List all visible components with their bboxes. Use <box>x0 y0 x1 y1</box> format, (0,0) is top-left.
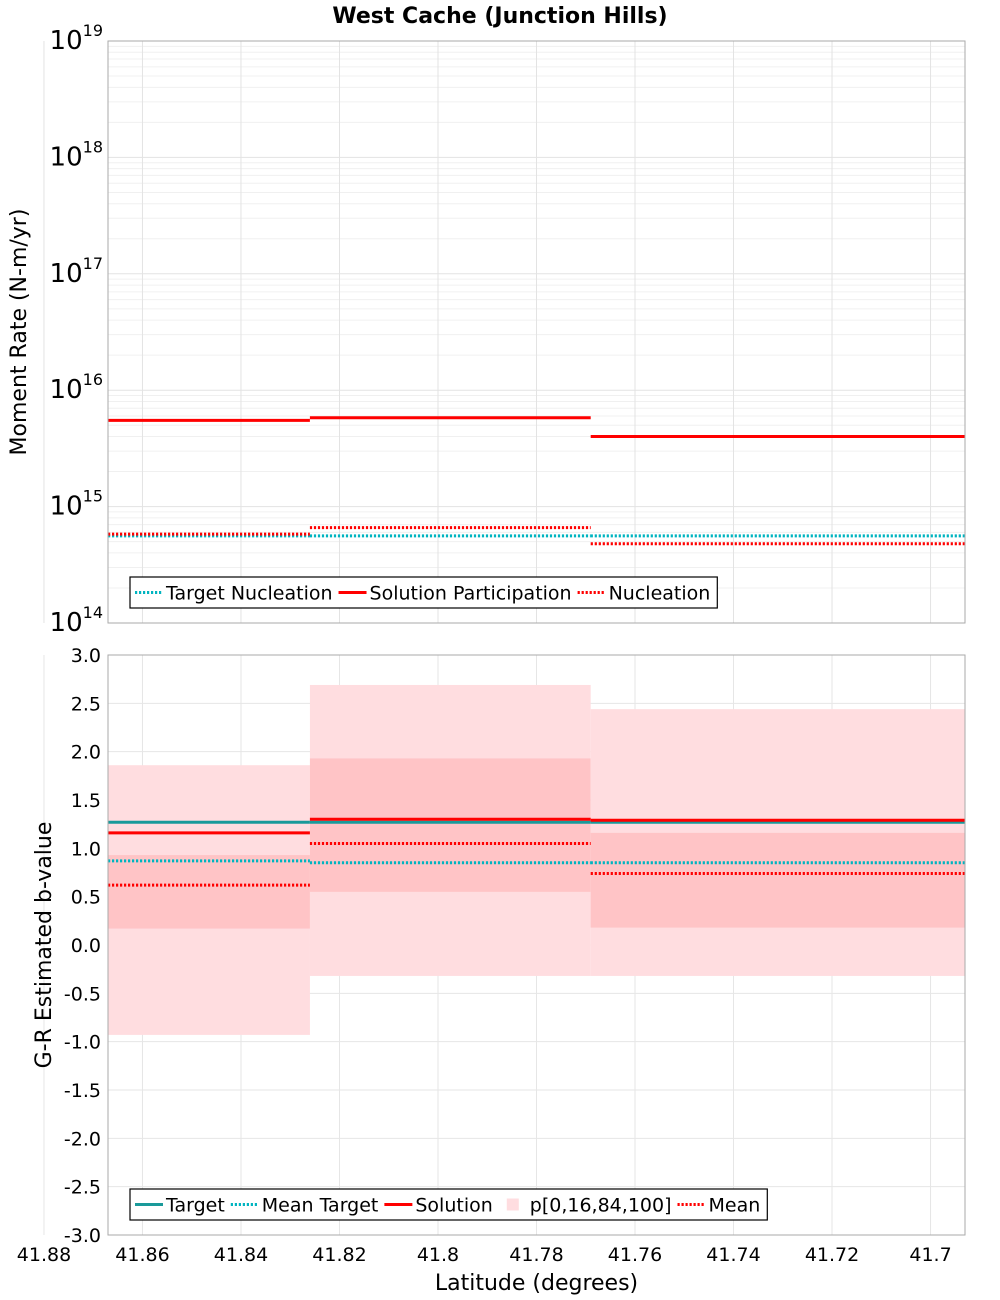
x-tick-label-2: 41.84 <box>214 1244 268 1266</box>
y-tick-base-1: 10 <box>50 492 83 522</box>
y-tick-label-10: 2.0 <box>71 742 101 764</box>
y-tick-label-2: 1016 <box>50 370 103 405</box>
y-tick-label-2: -2.0 <box>64 1128 101 1150</box>
legend-label-2: Nucleation <box>609 583 711 605</box>
y-tick-label-3: 1017 <box>50 254 103 289</box>
legend: Target Mean Target Solution p[0,16,84,100] M… <box>129 1188 768 1221</box>
x-tick-label-3: 41.82 <box>312 1244 366 1266</box>
series-mean-target <box>108 859 965 865</box>
y-tick-exponent-0: 14 <box>83 603 103 622</box>
y-tick-exponent-5: 19 <box>83 21 103 40</box>
y-tick-exponent-1: 15 <box>83 487 103 506</box>
x-tick-label-0: 41.88 <box>17 1244 71 1266</box>
y-tick-label-5: 1019 <box>50 21 103 56</box>
band-inner-1 <box>309 758 591 892</box>
legend-label-0: Target Nucleation <box>165 583 333 605</box>
legend-label-1: Mean Target <box>262 1195 379 1217</box>
y-tick-base-2: 10 <box>50 375 83 405</box>
legend-label-4: Mean <box>709 1195 761 1217</box>
series-solution <box>108 817 965 835</box>
y-tick-base-0: 10 <box>50 608 83 638</box>
legend-swatch-3 <box>506 1198 519 1211</box>
series-solution-participation <box>108 416 965 438</box>
y-tick-label-0: -3.0 <box>64 1225 101 1247</box>
plot-frame <box>107 40 966 624</box>
plot-frame <box>107 654 966 1236</box>
x-tick-label-7: 41.74 <box>706 1244 760 1266</box>
chart-title: West Cache (Junction Hills) <box>332 4 667 29</box>
series-nucleation <box>108 526 965 546</box>
x-tick-label-8: 41.72 <box>805 1244 859 1266</box>
y-tick-base-4: 10 <box>50 142 83 172</box>
x-tick-label-9: 41.7 <box>909 1244 951 1266</box>
y-tick-label-4: -1.0 <box>64 1032 101 1054</box>
x-tick-label-6: 41.76 <box>608 1244 662 1266</box>
b-value-panel: -3.0 -2.5 -2.0 -1.5 -1.0 -0.5 0.0 0.5 1.0 1.5 2.0 2… <box>17 645 966 1296</box>
x-axis-label: Latitude (degrees) <box>435 1271 638 1296</box>
y-tick-label-1: -2.5 <box>64 1177 101 1199</box>
x-tick-label-5: 41.78 <box>509 1244 563 1266</box>
y-tick-label-5: -0.5 <box>64 983 101 1005</box>
x-tick-label-4: 41.8 <box>417 1244 459 1266</box>
legend-box <box>129 576 718 609</box>
band-inner-2 <box>590 832 965 928</box>
band-p0-16-84-100 <box>108 684 965 1035</box>
y-tick-exponent-3: 17 <box>83 254 103 273</box>
y-tick-label-6: 0.0 <box>71 935 101 957</box>
y-tick-label-4: 1018 <box>50 137 103 172</box>
x-tick-label-1: 41.86 <box>115 1244 169 1266</box>
y-tick-label-12: 3.0 <box>71 645 101 667</box>
y-tick-label-11: 2.5 <box>71 693 101 715</box>
y-axis-label: Moment Rate (N-m/yr) <box>7 209 32 456</box>
band-inner-0 <box>108 855 310 929</box>
y-tick-label-9: 1.5 <box>71 790 101 812</box>
legend-label-2: Solution <box>415 1195 492 1217</box>
y-tick-label-3: -1.5 <box>64 1080 101 1102</box>
legend: Target Nucleation Solution Participation N… <box>129 576 718 609</box>
y-tick-label-8: 1.0 <box>71 838 101 860</box>
legend-label-1: Solution Participation <box>370 583 572 605</box>
y-tick-label-7: 0.5 <box>71 887 101 909</box>
y-tick-exponent-2: 16 <box>83 370 103 389</box>
y-tick-exponent-4: 18 <box>83 137 103 156</box>
y-tick-base-3: 10 <box>50 259 83 289</box>
legend-label-3: p[0,16,84,100] <box>530 1195 672 1217</box>
series-mean <box>108 842 965 887</box>
y-tick-label-0: 1014 <box>50 603 103 638</box>
y-tick-base-5: 10 <box>50 26 83 56</box>
y-axis-label: G-R Estimated b-value <box>32 822 57 1069</box>
y-tick-label-1: 1015 <box>50 487 103 522</box>
legend-label-0: Target <box>165 1195 225 1217</box>
